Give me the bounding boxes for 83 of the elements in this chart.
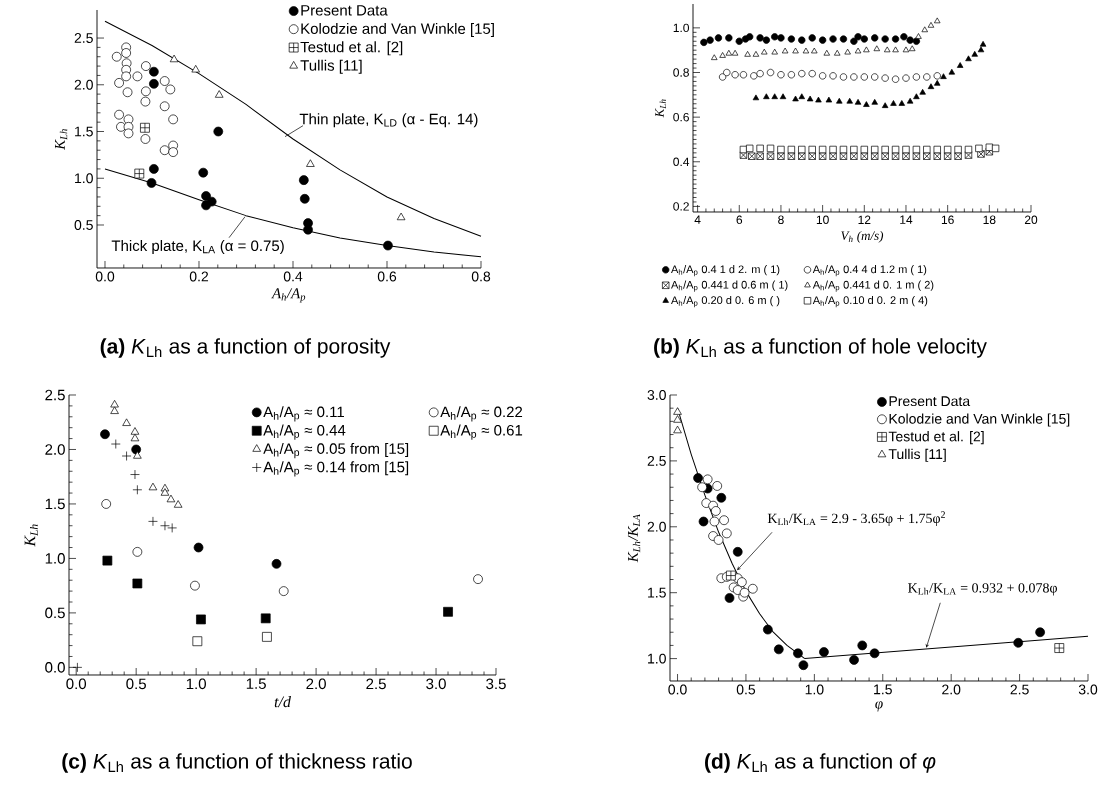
x-tick-label: 1.5 (246, 678, 266, 689)
y-tick-label: 1.0 (673, 23, 690, 33)
annotation: Thick plate, K$_{LA}$ (α = 0.75) (111, 240, 284, 254)
x-tick-label: 0.5 (126, 678, 146, 690)
y-axis-title: K$_{Lh}$ (24, 524, 38, 547)
x-tick-label: 2.0 (306, 678, 326, 690)
x-tick-label: 10 (816, 215, 829, 225)
legend-label: A$_{h}$/A$_{p}$ ≈ 0.44 (263, 424, 346, 440)
legend-label: Tullis [11] (300, 59, 362, 74)
y-tick-label: 2.0 (74, 79, 93, 90)
x-axis-title: A$_{h}$/A$_{p}$ (271, 288, 306, 303)
x-tick-label: 2.5 (1010, 684, 1029, 695)
y-tick-label: 2.0 (647, 521, 666, 532)
y-tick-label: 3.0 (647, 390, 666, 400)
x-tick-label: 0.5 (736, 684, 756, 695)
legend-label: A$_{h}$/A$_{p}$ ≈ 0.61 (440, 424, 523, 440)
x-tick-label: 0.4 (283, 271, 303, 282)
text: (a) K$_{Lh}$ as a function of porosity (100, 338, 391, 358)
x-tick-label: 20 (1024, 215, 1038, 225)
x-tick-label: 16 (941, 215, 954, 225)
y-tick-label: 0.6 (673, 112, 689, 122)
legend-label: A$_{h}$/A$_{p}$ 0.441 d 0.6 m ( 1) (671, 280, 788, 292)
y-tick-label: 0.4 (673, 157, 690, 167)
x-tick-label: 14 (900, 215, 913, 224)
legend-label: Kolodzie and Van Winkle [15] (301, 22, 494, 37)
legend-label: A$_{h}$/A$_{p}$ 0.10 d 0. 2 m ( 4) (812, 296, 928, 308)
x-tick-label: 0.0 (95, 271, 115, 282)
x-tick-label: 2.0 (942, 684, 961, 695)
y-tick-label: 1.0 (75, 173, 93, 184)
y-tick-label: 1.5 (648, 587, 666, 598)
x-tick-label: 3.5 (486, 678, 506, 690)
x-tick-label: 0.2 (189, 271, 209, 282)
x-tick-label: 1.0 (186, 678, 206, 690)
y-tick-label: 0.0 (45, 662, 65, 673)
y-tick-label: 1.5 (75, 126, 93, 137)
x-tick-label: 3.0 (426, 678, 446, 690)
x-tick-label: 4 (694, 215, 701, 224)
legend-label: A$_{h}$/A$_{p}$ 0.4 1 d 2. m ( 1) (671, 265, 780, 277)
legend-label: A$_{h}$/A$_{p}$ 0.441 d 0. 1 m ( 2) (812, 280, 934, 292)
y-axis-title: K$_{Lh}$/K$_{LA}$ (627, 514, 641, 563)
y-tick-label: 1.0 (648, 653, 666, 664)
annotation: K$_{Lh}$/K$_{LA}$ = 2.9 - 3.65φ + 1.75φ$^{2}$ (767, 511, 945, 526)
y-tick-label: 2.5 (647, 455, 666, 466)
legend-label: Kolodzie and Van Winkle [15] (889, 413, 1070, 427)
legend-label: Present Data (889, 396, 971, 407)
text: (d) K$_{Lh}$ as a function of φ (705, 753, 936, 773)
y-tick-label: 2.5 (45, 389, 65, 401)
y-tick-label: 1.0 (45, 553, 65, 564)
legend-label: Tullis [11] (888, 448, 946, 462)
legend-label: A$_{h}$/A$_{p}$ ≈ 0.22 (440, 406, 523, 422)
x-axis-title: V$_{h}$ (m/s) (841, 230, 884, 243)
y-tick-label: 2.0 (45, 444, 65, 455)
x-axis-title: t/d (274, 696, 291, 708)
text: (b) K$_{Lh}$ as a function of hole velocity (654, 338, 987, 358)
x-axis-title: φ (875, 701, 883, 712)
x-tick-label: 2.5 (366, 678, 386, 690)
legend-label: Testud et al. [2] (888, 431, 984, 445)
text: (c) K$_{Lh}$ as a function of thickness ratio (62, 753, 412, 773)
x-tick-label: 1.5 (874, 684, 892, 695)
annotation: Thin plate, K$_{LD}$ (α - Eq. 14) (299, 113, 478, 128)
y-tick-label: 0.8 (673, 68, 689, 77)
y-tick-label: 1.5 (45, 498, 65, 510)
legend-label: A$_{h}$/A$_{p}$ ≈ 0.14 from [15] (263, 461, 409, 477)
y-axis-title: K$_{Lh}$ (55, 129, 68, 150)
legend-label: Present Data (301, 5, 388, 16)
legend-label: Testud et al. [2] (300, 41, 403, 56)
y-tick-label: 2.5 (74, 33, 93, 43)
annotation: K$_{Lh}$/K$_{LA}$ = 0.932 + 0.078φ (908, 583, 1058, 596)
legend-label: A$_{h}$/A$_{p}$ ≈ 0.05 from [15] (263, 442, 409, 459)
x-tick-label: 8 (778, 215, 784, 225)
legend-label: A$_{h}$/A$_{p}$ ≈ 0.11 (263, 406, 344, 422)
y-tick-label: 0.2 (673, 202, 689, 211)
legend-label: A$_{h}$/A$_{p}$ 0.4 4 d 1.2 m ( 1) (812, 265, 927, 277)
x-tick-label: 3.0 (1078, 684, 1098, 695)
x-tick-label: 0.8 (471, 271, 491, 282)
x-tick-label: 1.0 (805, 684, 824, 695)
y-tick-label: 0.5 (45, 607, 65, 619)
x-tick-label: 18 (983, 215, 996, 225)
x-tick-label: 6 (736, 215, 743, 225)
x-tick-label: 0.6 (377, 271, 397, 282)
y-axis-title: K$_{Lh}$ (655, 99, 666, 118)
legend-label: A$_{h}$/A$_{p}$ 0.20 d 0. 6 m ( ) (671, 296, 780, 308)
x-tick-label: 12 (858, 215, 871, 224)
